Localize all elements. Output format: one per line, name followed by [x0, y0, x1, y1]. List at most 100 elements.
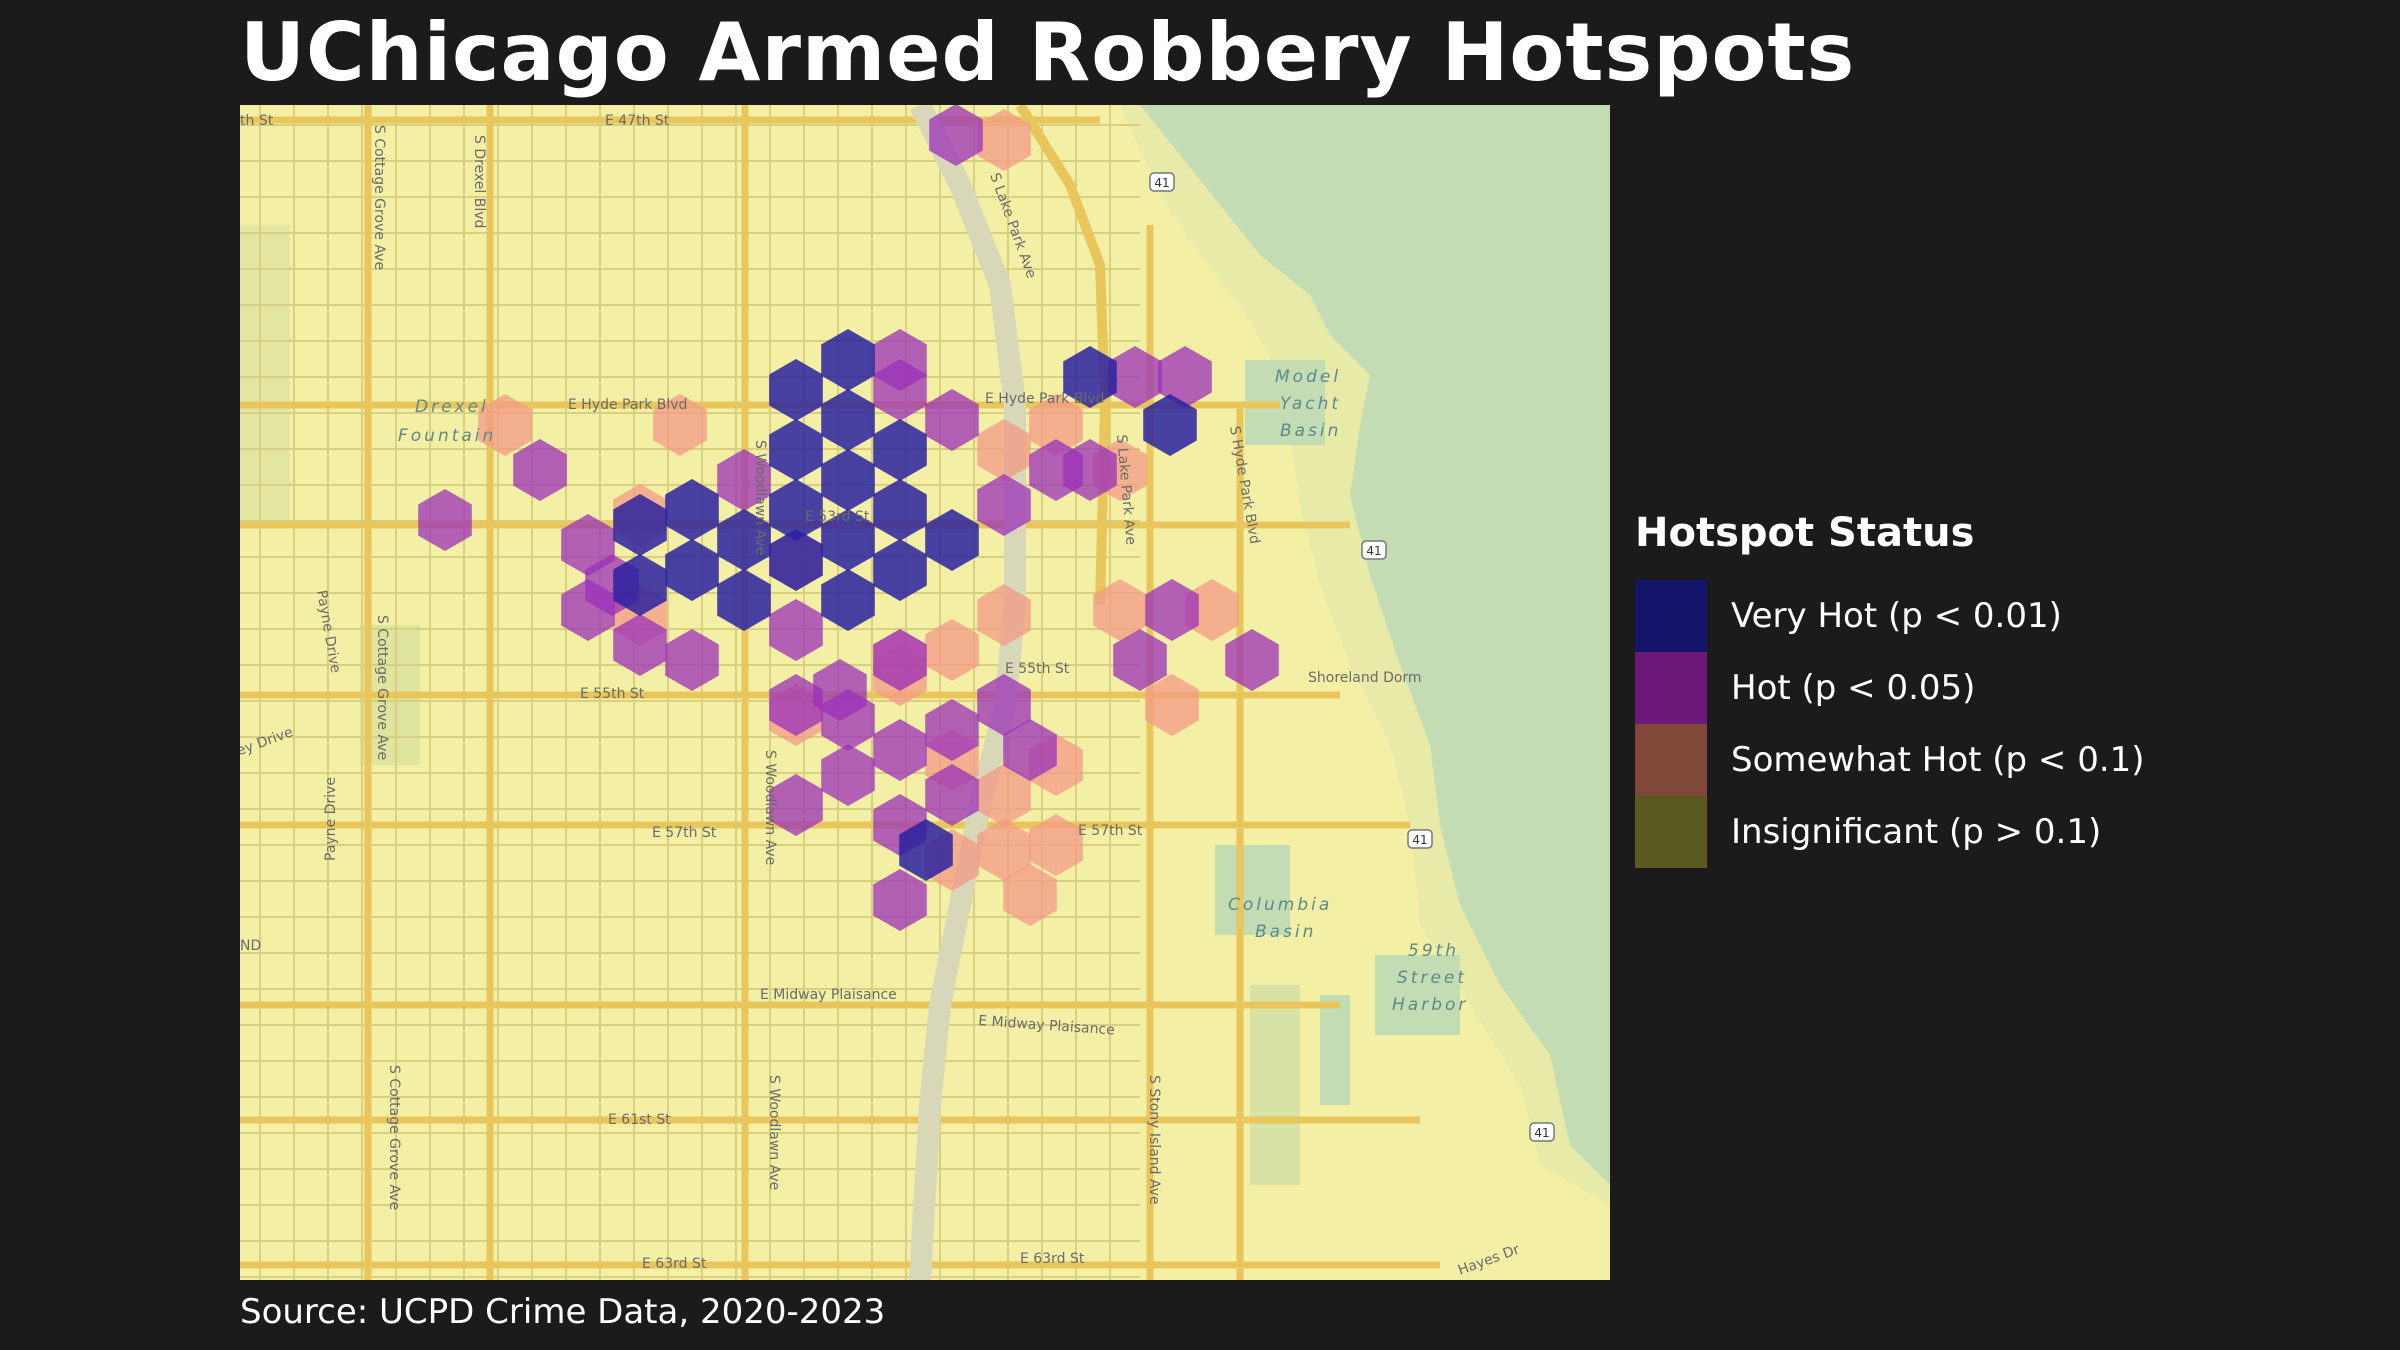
hotspot-hex-very-hot: [873, 539, 927, 601]
hotspot-hex-somewhat-hot: [1145, 674, 1199, 736]
hotspot-hex-very-hot: [717, 569, 771, 631]
hotspot-hex-somewhat-hot: [1029, 814, 1083, 876]
place-label: ND: [240, 938, 261, 954]
hotspot-hex-very-hot: [821, 509, 875, 571]
hotspot-hex-very-hot: [1143, 394, 1197, 456]
park-area: [240, 225, 290, 525]
hotspot-hex-very-hot: [1063, 346, 1117, 408]
hotspot-hex-hot: [929, 105, 983, 166]
svg-text:41: 41: [1412, 833, 1427, 847]
place-label: Basin: [1280, 421, 1341, 441]
hotspot-hex-hot: [977, 674, 1031, 736]
hotspot-hex-somewhat-hot: [1093, 579, 1147, 641]
hotspot-hex-hot: [1113, 629, 1167, 691]
chart-title: UChicago Armed Robbery Hotspots: [240, 6, 1856, 99]
hotspot-hex-hot: [813, 659, 867, 721]
legend: Hotspot Status Very Hot (p < 0.01) Hot (…: [1635, 510, 2145, 868]
legend-swatch: [1635, 580, 1707, 652]
street-label: th St: [240, 113, 274, 129]
hotspot-hex-somewhat-hot: [977, 819, 1031, 881]
street-label: S Woodlawn Ave: [752, 440, 768, 555]
place-label: Basin: [1255, 922, 1316, 942]
place-label: Columbia: [1228, 895, 1332, 915]
hotspot-hex-hot: [873, 869, 927, 931]
street-label: S Woodlawn Ave: [766, 1075, 782, 1190]
hotspot-hex-hot: [513, 439, 567, 501]
hotspot-hex-very-hot: [717, 509, 771, 571]
place-label: Fountain: [398, 426, 496, 446]
hotspot-hex-very-hot: [873, 479, 927, 541]
hotspot-hex-very-hot: [769, 419, 823, 481]
street-label: S Woodlawn Ave: [762, 750, 778, 865]
legend-item-somewhat-hot: Somewhat Hot (p < 0.1): [1635, 724, 2145, 796]
map-labels: E 47th St E Hyde Park Blvd E Hyde Park B…: [240, 113, 1555, 1279]
hotspot-hex-hot: [1158, 346, 1212, 408]
hotspot-hex-very-hot: [613, 554, 667, 616]
place-label: Harbor: [1392, 995, 1468, 1015]
hotspot-hex-very-hot: [769, 529, 823, 591]
route-41-shield: 41: [1361, 540, 1387, 560]
hotspot-hex-hot: [873, 719, 927, 781]
hotspot-hex-hot: [821, 744, 875, 806]
hotspot-hex-hot: [873, 629, 927, 691]
hotspot-hex-hot: [977, 474, 1031, 536]
hotspot-hex-somewhat-hot: [977, 764, 1031, 826]
svg-text:41: 41: [1534, 1126, 1549, 1140]
hotspot-hex-somewhat-hot: [478, 394, 532, 456]
svg-text:41: 41: [1154, 176, 1169, 190]
street-label: E 63rd St: [1020, 1251, 1085, 1267]
legend-swatch: [1635, 652, 1707, 724]
hotspot-hex-somewhat-hot: [925, 619, 979, 681]
street-label: E Hyde Park Blvd: [985, 391, 1104, 407]
legend-title: Hotspot Status: [1635, 510, 1975, 556]
hotspot-hex-somewhat-hot: [1003, 864, 1057, 926]
street-label: E 57th St: [652, 825, 717, 841]
hotspot-hex-somewhat-hot: [653, 394, 707, 456]
basemap: [240, 105, 1610, 1280]
hotspot-hex-hot: [1225, 629, 1279, 691]
hotspot-hex-somewhat-hot: [977, 109, 1031, 171]
place-label: 59th: [1408, 941, 1459, 961]
columbia-basin: [1215, 845, 1290, 935]
legend-label: Hot (p < 0.05): [1731, 668, 1976, 708]
svg-text:41: 41: [1366, 544, 1381, 558]
hotspot-hex-very-hot: [613, 494, 667, 556]
hotspot-hex-somewhat-hot: [977, 584, 1031, 646]
legend-label: Very Hot (p < 0.01): [1731, 596, 2062, 636]
map-panel[interactable]: E 47th St E Hyde Park Blvd E Hyde Park B…: [240, 105, 1610, 1280]
hotspot-hex-hot: [769, 774, 823, 836]
lagoon: [1320, 995, 1350, 1105]
route-41-shield: 41: [1407, 829, 1433, 849]
route-41-shield: 41: [1529, 1122, 1555, 1142]
hotspot-hex-hot: [561, 579, 615, 641]
street-label: S Cottage Grove Ave: [374, 615, 390, 760]
hotspot-hex-hot: [873, 359, 927, 421]
hotspot-hex-very-hot: [821, 389, 875, 451]
hotspot-hex-very-hot: [821, 329, 875, 391]
legend-item-insignificant: Insignificant (p > 0.1): [1635, 796, 2145, 868]
place-label: Model: [1275, 367, 1341, 387]
street-label: S Drexel Blvd: [471, 135, 487, 228]
legend-label: Insignificant (p > 0.1): [1731, 812, 2102, 852]
place-label: Shoreland Dorm: [1308, 670, 1422, 686]
hotspot-hexes: [418, 105, 1279, 931]
hotspot-hex-very-hot: [821, 569, 875, 631]
street-label: S Cottage Grove Ave: [371, 125, 387, 270]
hotspot-map[interactable]: E 47th St E Hyde Park Blvd E Hyde Park B…: [240, 105, 1610, 1280]
street-label: E 57th St: [1078, 823, 1143, 839]
hotspot-hex-very-hot: [873, 419, 927, 481]
model-yacht-basin: [1245, 360, 1325, 445]
hotspot-hex-hot: [1063, 439, 1117, 501]
legend-label: Somewhat Hot (p < 0.1): [1731, 740, 2145, 780]
hotspot-hex-very-hot: [925, 509, 979, 571]
legend-item-very-hot: Very Hot (p < 0.01): [1635, 580, 2145, 652]
jackson-park: [1250, 985, 1300, 1185]
hotspot-hex-very-hot: [665, 539, 719, 601]
street-label: E 61st St: [608, 1112, 671, 1128]
street-label: E 47th St: [605, 113, 670, 129]
street-label: S Cottage Grove Ave: [386, 1065, 402, 1210]
hotspot-hex-hot: [1003, 719, 1057, 781]
hotspot-hex-hot: [769, 674, 823, 736]
source-note: Source: UCPD Crime Data, 2020-2023: [240, 1292, 886, 1332]
hotspot-hex-very-hot: [821, 449, 875, 511]
